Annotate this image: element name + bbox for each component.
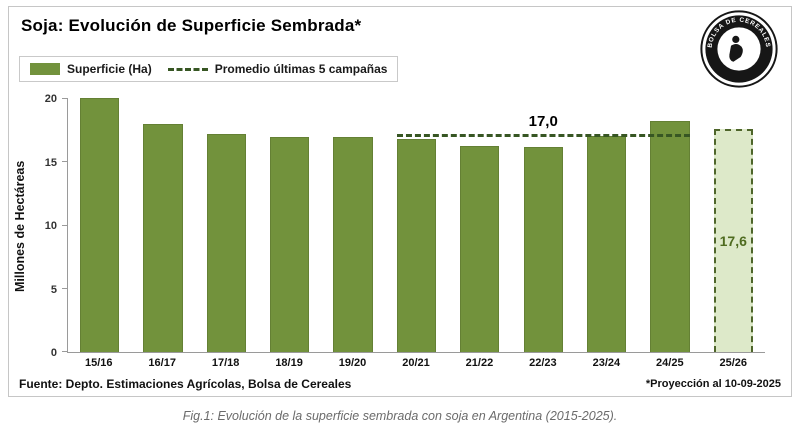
projection-note: *Proyección al 10-09-2025 [645, 378, 781, 390]
bar-slot [385, 99, 448, 352]
bar-19-20 [333, 136, 373, 352]
bar-23-24 [586, 135, 627, 352]
bar-16-17 [143, 124, 183, 352]
x-tick-label: 19/20 [338, 357, 367, 369]
projected-value-label: 17,6 [719, 232, 747, 249]
y-axis-ticks: 0 5 10 15 20 [33, 93, 61, 359]
x-tick-label: 15/16 [84, 357, 113, 369]
x-tick-label: 25/26 [719, 357, 748, 369]
logo-figure-body [729, 43, 743, 62]
y-tick-mark [62, 161, 68, 163]
x-tick-label: 17/18 [211, 357, 240, 369]
bar-slot [68, 97, 131, 352]
x-tick-label: 21/22 [465, 357, 494, 369]
dashed-line-swatch-icon [167, 67, 208, 71]
y-tick-mark [62, 98, 68, 99]
y-tick-label: 5 [50, 283, 57, 296]
x-tick-label: 16/17 [148, 357, 176, 369]
figure-caption: Fig.1: Evolución de la superficie sembra… [182, 409, 618, 423]
bar-slot [448, 99, 511, 352]
y-tick-label: 15 [44, 156, 57, 169]
bar-22-23 [523, 147, 563, 352]
x-tick-label: 18/19 [275, 357, 303, 369]
bar-25-26: 17,6 [713, 129, 753, 352]
bar-slot [195, 99, 258, 352]
figure-panel: Soja: Evolución de Superficie Sembrada* … [8, 6, 792, 397]
legend-label-promedio: Promedio últimas 5 campañas [214, 62, 388, 76]
x-tick-label: 23/24 [592, 357, 621, 369]
bar-17-18 [206, 134, 247, 352]
y-tick-mark [62, 351, 68, 352]
y-axis-title: Millones de Hectáreas [13, 160, 27, 292]
chart-legend: Superficie (Ha) Promedio últimas 5 campa… [19, 56, 399, 82]
x-tick-label: 20/21 [402, 357, 430, 369]
source-note: Fuente: Depto. Estimaciones Agrícolas, B… [19, 377, 352, 391]
y-tick-label: 0 [50, 347, 57, 359]
bar-18-19 [270, 136, 310, 352]
chart-title: Soja: Evolución de Superficie Sembrada* [21, 16, 362, 35]
x-axis-labels: 15/16 16/17 17/18 18/19 19/20 20/21 21/22 22/23… [67, 357, 765, 369]
bar-slot [638, 99, 701, 352]
bar-swatch-icon [30, 63, 60, 75]
y-tick-label: 20 [44, 93, 57, 105]
x-tick-label: 22/23 [529, 357, 557, 369]
bar-21-22 [460, 145, 500, 352]
y-tick-label: 10 [44, 220, 57, 232]
y-tick-mark [62, 224, 68, 226]
bar-24-25 [650, 120, 690, 352]
y-tick-mark [62, 287, 68, 289]
bar-slot [321, 99, 384, 352]
bar-slot [512, 99, 575, 352]
bars: 17,6 [68, 97, 765, 352]
average-line-label: 17,0 [528, 112, 558, 130]
bolsa-de-cereales-logo: BOLSA DE CEREALES [700, 10, 778, 88]
bar-slot [575, 99, 638, 352]
average-line: 17,0 [396, 113, 690, 137]
bar-slot [131, 99, 194, 352]
logo-figure-head [732, 35, 740, 43]
bar-15-16 [80, 97, 120, 352]
bar-20-21 [396, 139, 437, 352]
plot-area: 17,6 17,0 [62, 97, 765, 353]
legend-item-promedio: Promedio últimas 5 campañas [167, 62, 388, 76]
bar-slot: 17,6 [702, 99, 765, 352]
legend-item-superficie: Superficie (Ha) [30, 62, 152, 76]
x-tick-label: 24/25 [656, 357, 684, 369]
legend-label-superficie: Superficie (Ha) [67, 62, 152, 76]
bar-slot [258, 99, 321, 352]
